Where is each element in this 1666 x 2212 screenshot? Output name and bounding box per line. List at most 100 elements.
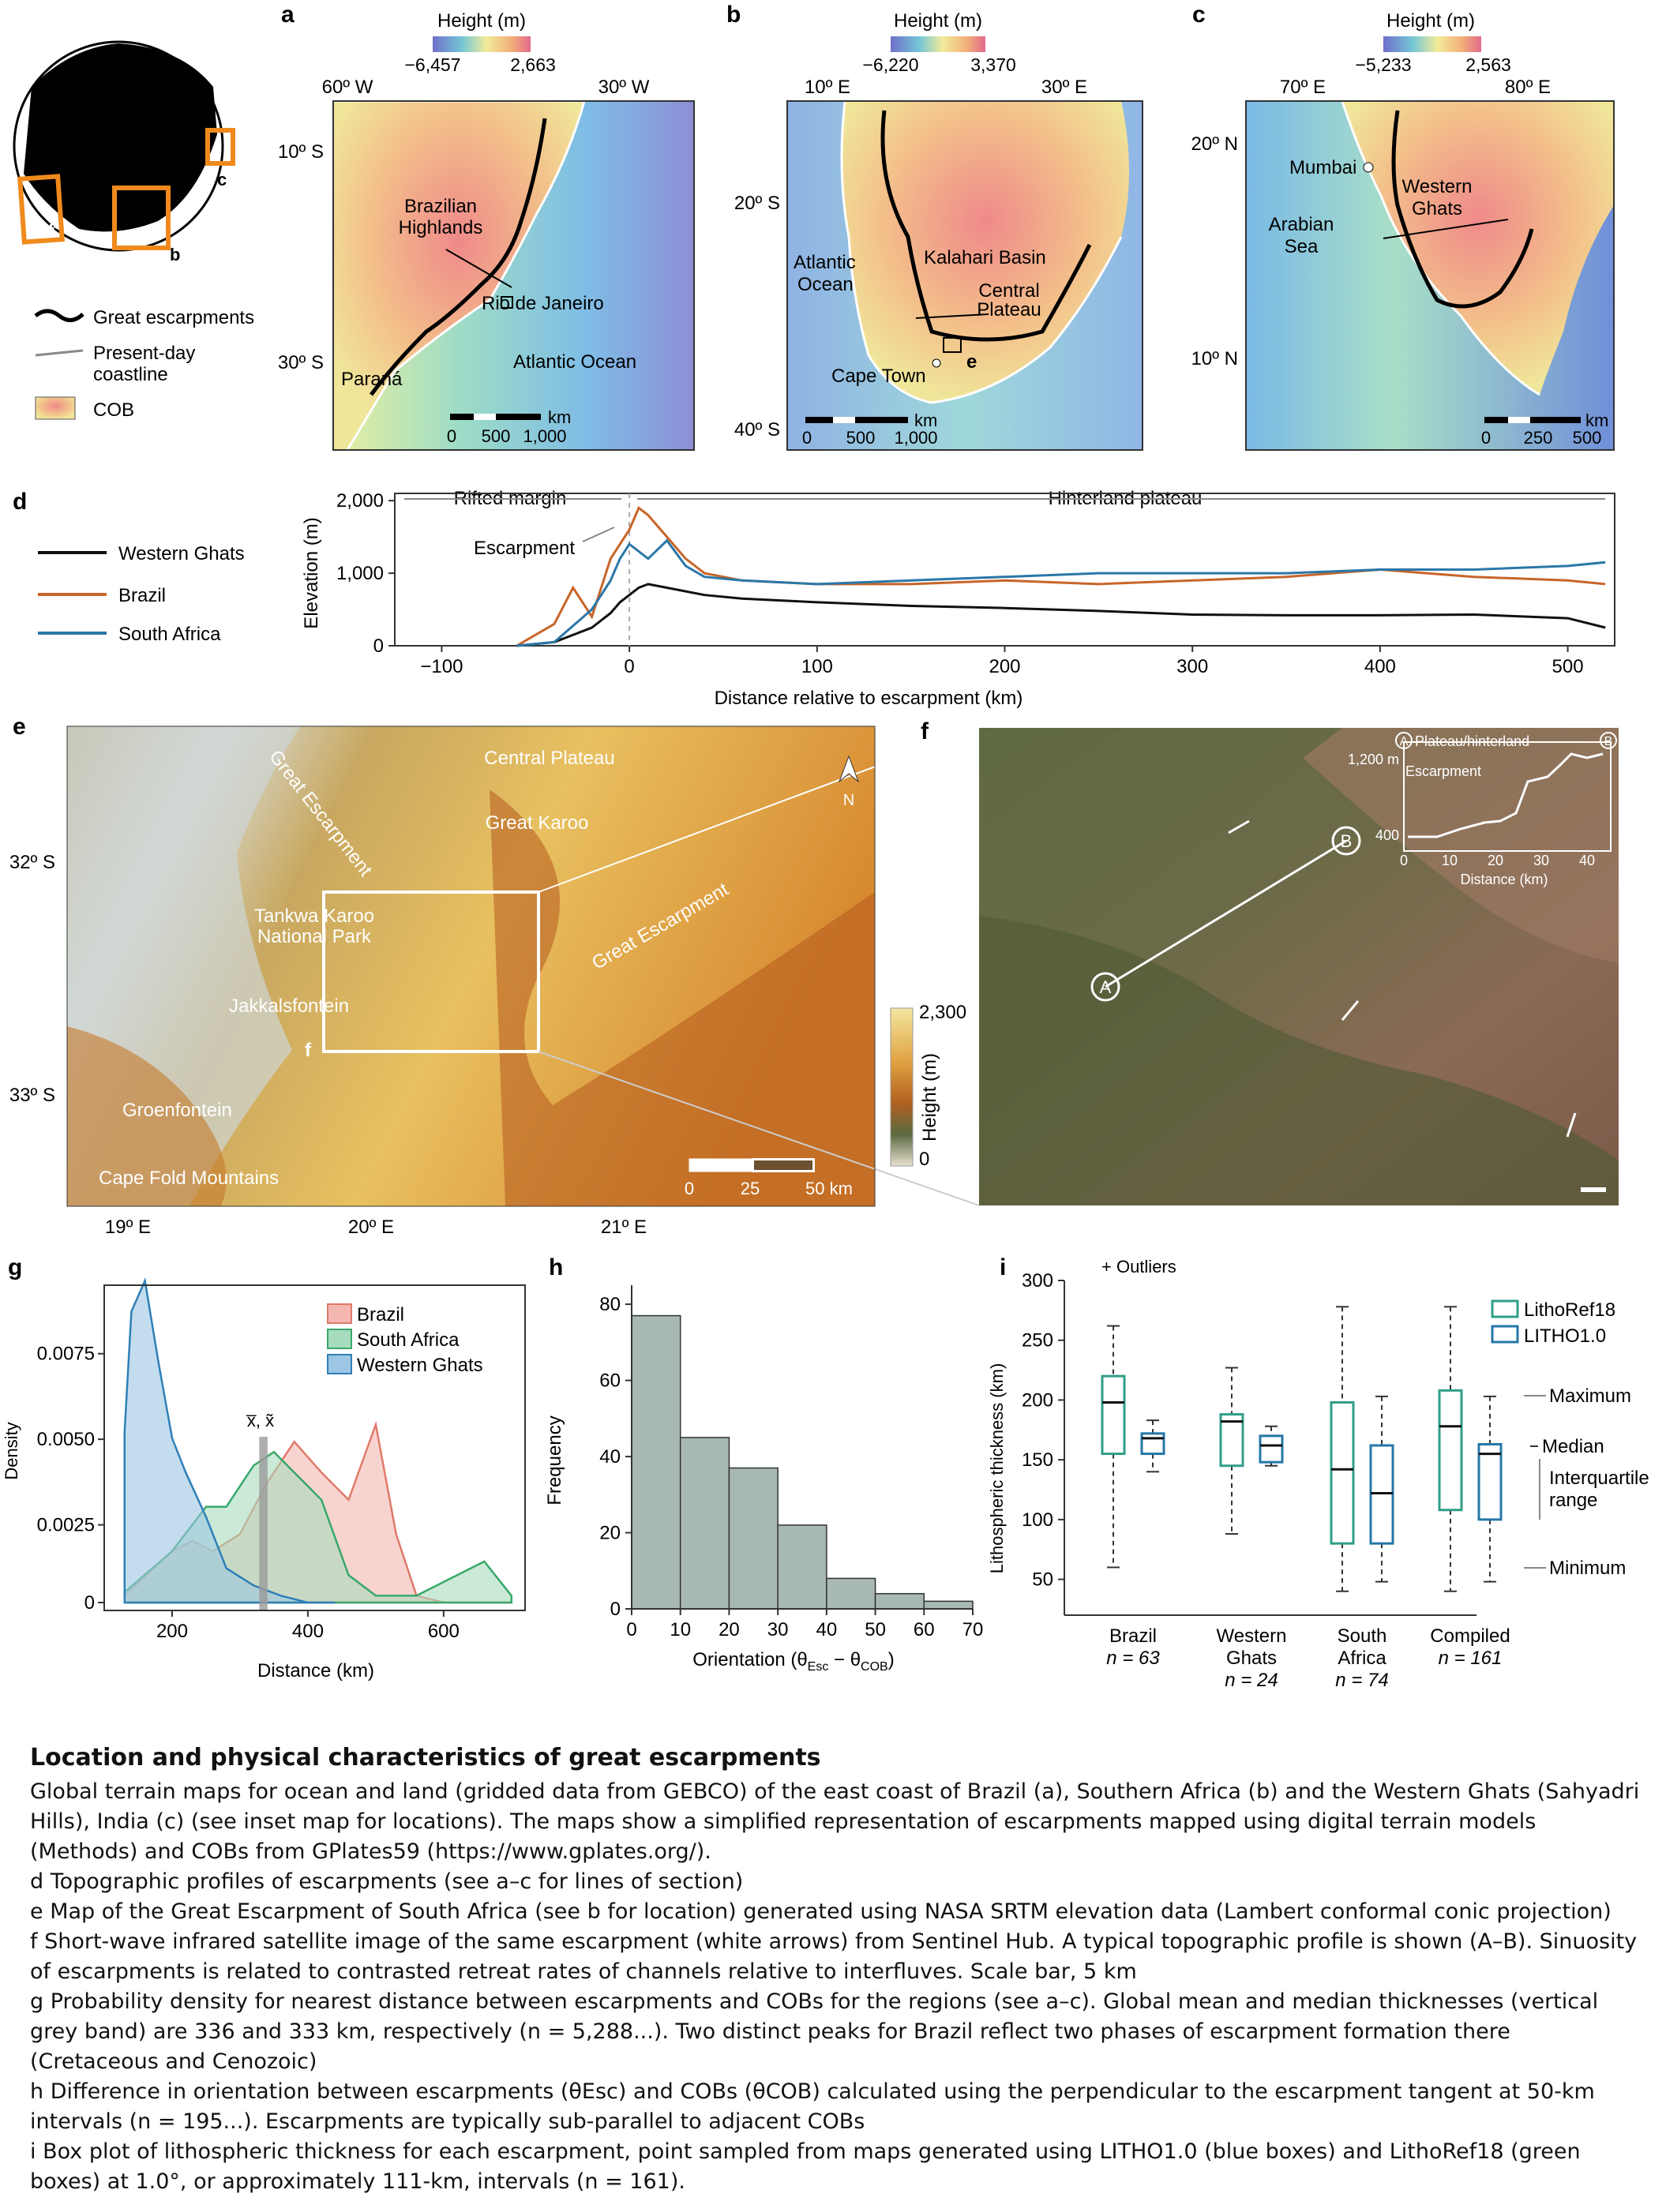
svg-text:0: 0 — [802, 428, 812, 448]
scalebar-a: km 0 500 1,000 — [447, 407, 571, 446]
colorbar-b — [891, 36, 985, 52]
svg-text:Height (m): Height (m) — [1386, 10, 1475, 32]
lat-a-1: 10º S — [278, 141, 324, 163]
i-box-lithoref18-western-ghats — [1219, 1413, 1244, 1468]
box-key: Maximum Median Interquartile range Minim… — [1524, 1385, 1649, 1579]
section-line-AB — [1105, 839, 1347, 988]
g-ylabel: Density — [2, 1422, 21, 1479]
svg-text:500: 500 — [1573, 428, 1602, 448]
d-xtick-label: 100 — [801, 656, 833, 677]
panel-f: f A B A B Plateau/hinterland Escarpment … — [921, 718, 1619, 1205]
svg-text:50 km: 50 km — [805, 1179, 853, 1198]
g-xtick-label: 600 — [428, 1621, 460, 1642]
inset-profile-frame — [1403, 741, 1612, 852]
arrow-3-icon — [1566, 1112, 1577, 1138]
panel-letter-e: e — [13, 714, 26, 740]
i-group-label-2: Africa — [1338, 1648, 1386, 1669]
svg-text:25: 25 — [741, 1179, 760, 1198]
svg-text:A: A — [1100, 977, 1112, 997]
caption-title: Location and physical characteristics of… — [30, 1744, 821, 1771]
h-ytick-label: 60 — [599, 1370, 621, 1392]
i-ytick-label: 100 — [1022, 1509, 1053, 1531]
h-xtick-label: 20 — [719, 1619, 740, 1640]
i-box-lithoref18-south-africa — [1330, 1400, 1355, 1545]
globe-box-a — [17, 174, 65, 245]
label-cape-town: Cape Town — [831, 366, 926, 387]
h-bar — [826, 1577, 876, 1610]
label-cape-fold: Cape Fold Mountains — [99, 1168, 279, 1189]
figure-canvas: a b c Great escarpments Present-day coas… — [2, 2, 1649, 1691]
panel-i-chart: i + Outliers Lithospheric thickness (km)… — [987, 1254, 1649, 1691]
svg-text:−5,233: −5,233 — [1356, 54, 1412, 75]
d-xtick-label: 0 — [624, 656, 634, 677]
colorbar-title-b: Height (m) — [894, 10, 982, 32]
g-legend: Brazil South Africa Western Ghats — [327, 1303, 483, 1376]
h-ytick-label: 20 — [599, 1523, 621, 1544]
i-group-n: n = 161 — [1439, 1648, 1503, 1669]
colorbar-min-a: −6,457 — [405, 54, 461, 75]
section-line-c — [1383, 219, 1509, 239]
h-xtick-label: 10 — [670, 1619, 691, 1640]
svg-text:21º E: 21º E — [601, 1217, 647, 1238]
scalebar-e: 0 25 50 km — [685, 1158, 853, 1198]
g-ytick-label: 0.0050 — [37, 1429, 95, 1450]
g-xtick-label: 400 — [292, 1621, 324, 1642]
legend-great-escarpments: Great escarpments — [93, 307, 254, 328]
svg-text:Minimum: Minimum — [1549, 1558, 1626, 1579]
svg-text:3,370: 3,370 — [970, 54, 1016, 75]
escarpment-arrow — [582, 527, 615, 542]
label-tankwa: Tankwa Karoo — [254, 905, 374, 927]
legend-swatch-g-brazil — [327, 1303, 352, 1324]
h-xtick-label: 50 — [865, 1619, 886, 1640]
svg-text:40º S: 40º S — [734, 419, 780, 441]
label-brazilian: Brazilian — [404, 196, 477, 217]
label-rio: Rio de Janeiro — [482, 293, 604, 314]
escarpment-arrows — [1228, 819, 1577, 1138]
i-ylabel: Lithospheric thickness (km) — [987, 1363, 1007, 1574]
label-mumbai: Mumbai — [1289, 157, 1356, 178]
svg-text:10º N: 10º N — [1191, 348, 1238, 369]
h-xtick-label: 70 — [962, 1619, 984, 1640]
i-group-label-2: Ghats — [1226, 1648, 1277, 1669]
figure-caption: Location and physical characteristics of… — [30, 1741, 1641, 2197]
d-ytick-label: 2,000 — [336, 490, 384, 512]
map-frame-b — [786, 100, 1143, 451]
svg-text:2,563: 2,563 — [1465, 54, 1511, 75]
lat-a-2: 30º S — [278, 352, 324, 373]
panel-letter-c: c — [1192, 2, 1206, 28]
mean-median-label: x̅, x̃ — [246, 1411, 274, 1430]
d-ytick-label: 1,000 — [336, 563, 384, 584]
escarpment-label: Escarpment — [474, 538, 575, 559]
panel-d-chart: d Western Ghats Brazil South Africa Elev… — [13, 488, 1615, 709]
h-xtick-label: 40 — [816, 1619, 838, 1640]
svg-text:30º E: 30º E — [1041, 77, 1087, 98]
section-line-b — [915, 313, 989, 319]
lon-a-1: 60º W — [322, 77, 373, 98]
label-groenfontein: Groenfontein — [122, 1100, 232, 1121]
caption-e: e Map of the Great Escarpment of South A… — [30, 1899, 1612, 1924]
d-series-brazil — [516, 506, 1606, 647]
lon-a-2: 30º W — [598, 77, 650, 98]
label-f-marker: f — [305, 1040, 312, 1061]
svg-text:0: 0 — [1481, 428, 1491, 448]
legend-coastline: coastline — [93, 364, 168, 385]
h-bar — [631, 1314, 681, 1610]
i-box-litho1-0-brazil — [1140, 1432, 1165, 1456]
colorbar-max-a: 2,663 — [510, 54, 556, 75]
svg-text:1,000: 1,000 — [894, 428, 937, 448]
escarpment-line-b — [880, 110, 1092, 342]
i-ytick-label: 250 — [1022, 1330, 1053, 1352]
inset-f-box — [322, 890, 540, 1053]
svg-text:−6,220: −6,220 — [863, 54, 919, 75]
svg-text:40: 40 — [1579, 853, 1595, 868]
svg-text:10: 10 — [1442, 853, 1458, 868]
arrow-1-icon — [1228, 819, 1250, 834]
label-highlands: Highlands — [399, 217, 483, 238]
map-frame-a — [332, 100, 695, 451]
d-xtick-label: −100 — [420, 656, 463, 677]
g-ytick-label: 0 — [84, 1592, 95, 1614]
map-frame-c — [1245, 100, 1615, 451]
svg-text:Escarpment: Escarpment — [1405, 763, 1481, 779]
svg-text:500: 500 — [846, 428, 876, 448]
h-bar — [874, 1592, 925, 1610]
